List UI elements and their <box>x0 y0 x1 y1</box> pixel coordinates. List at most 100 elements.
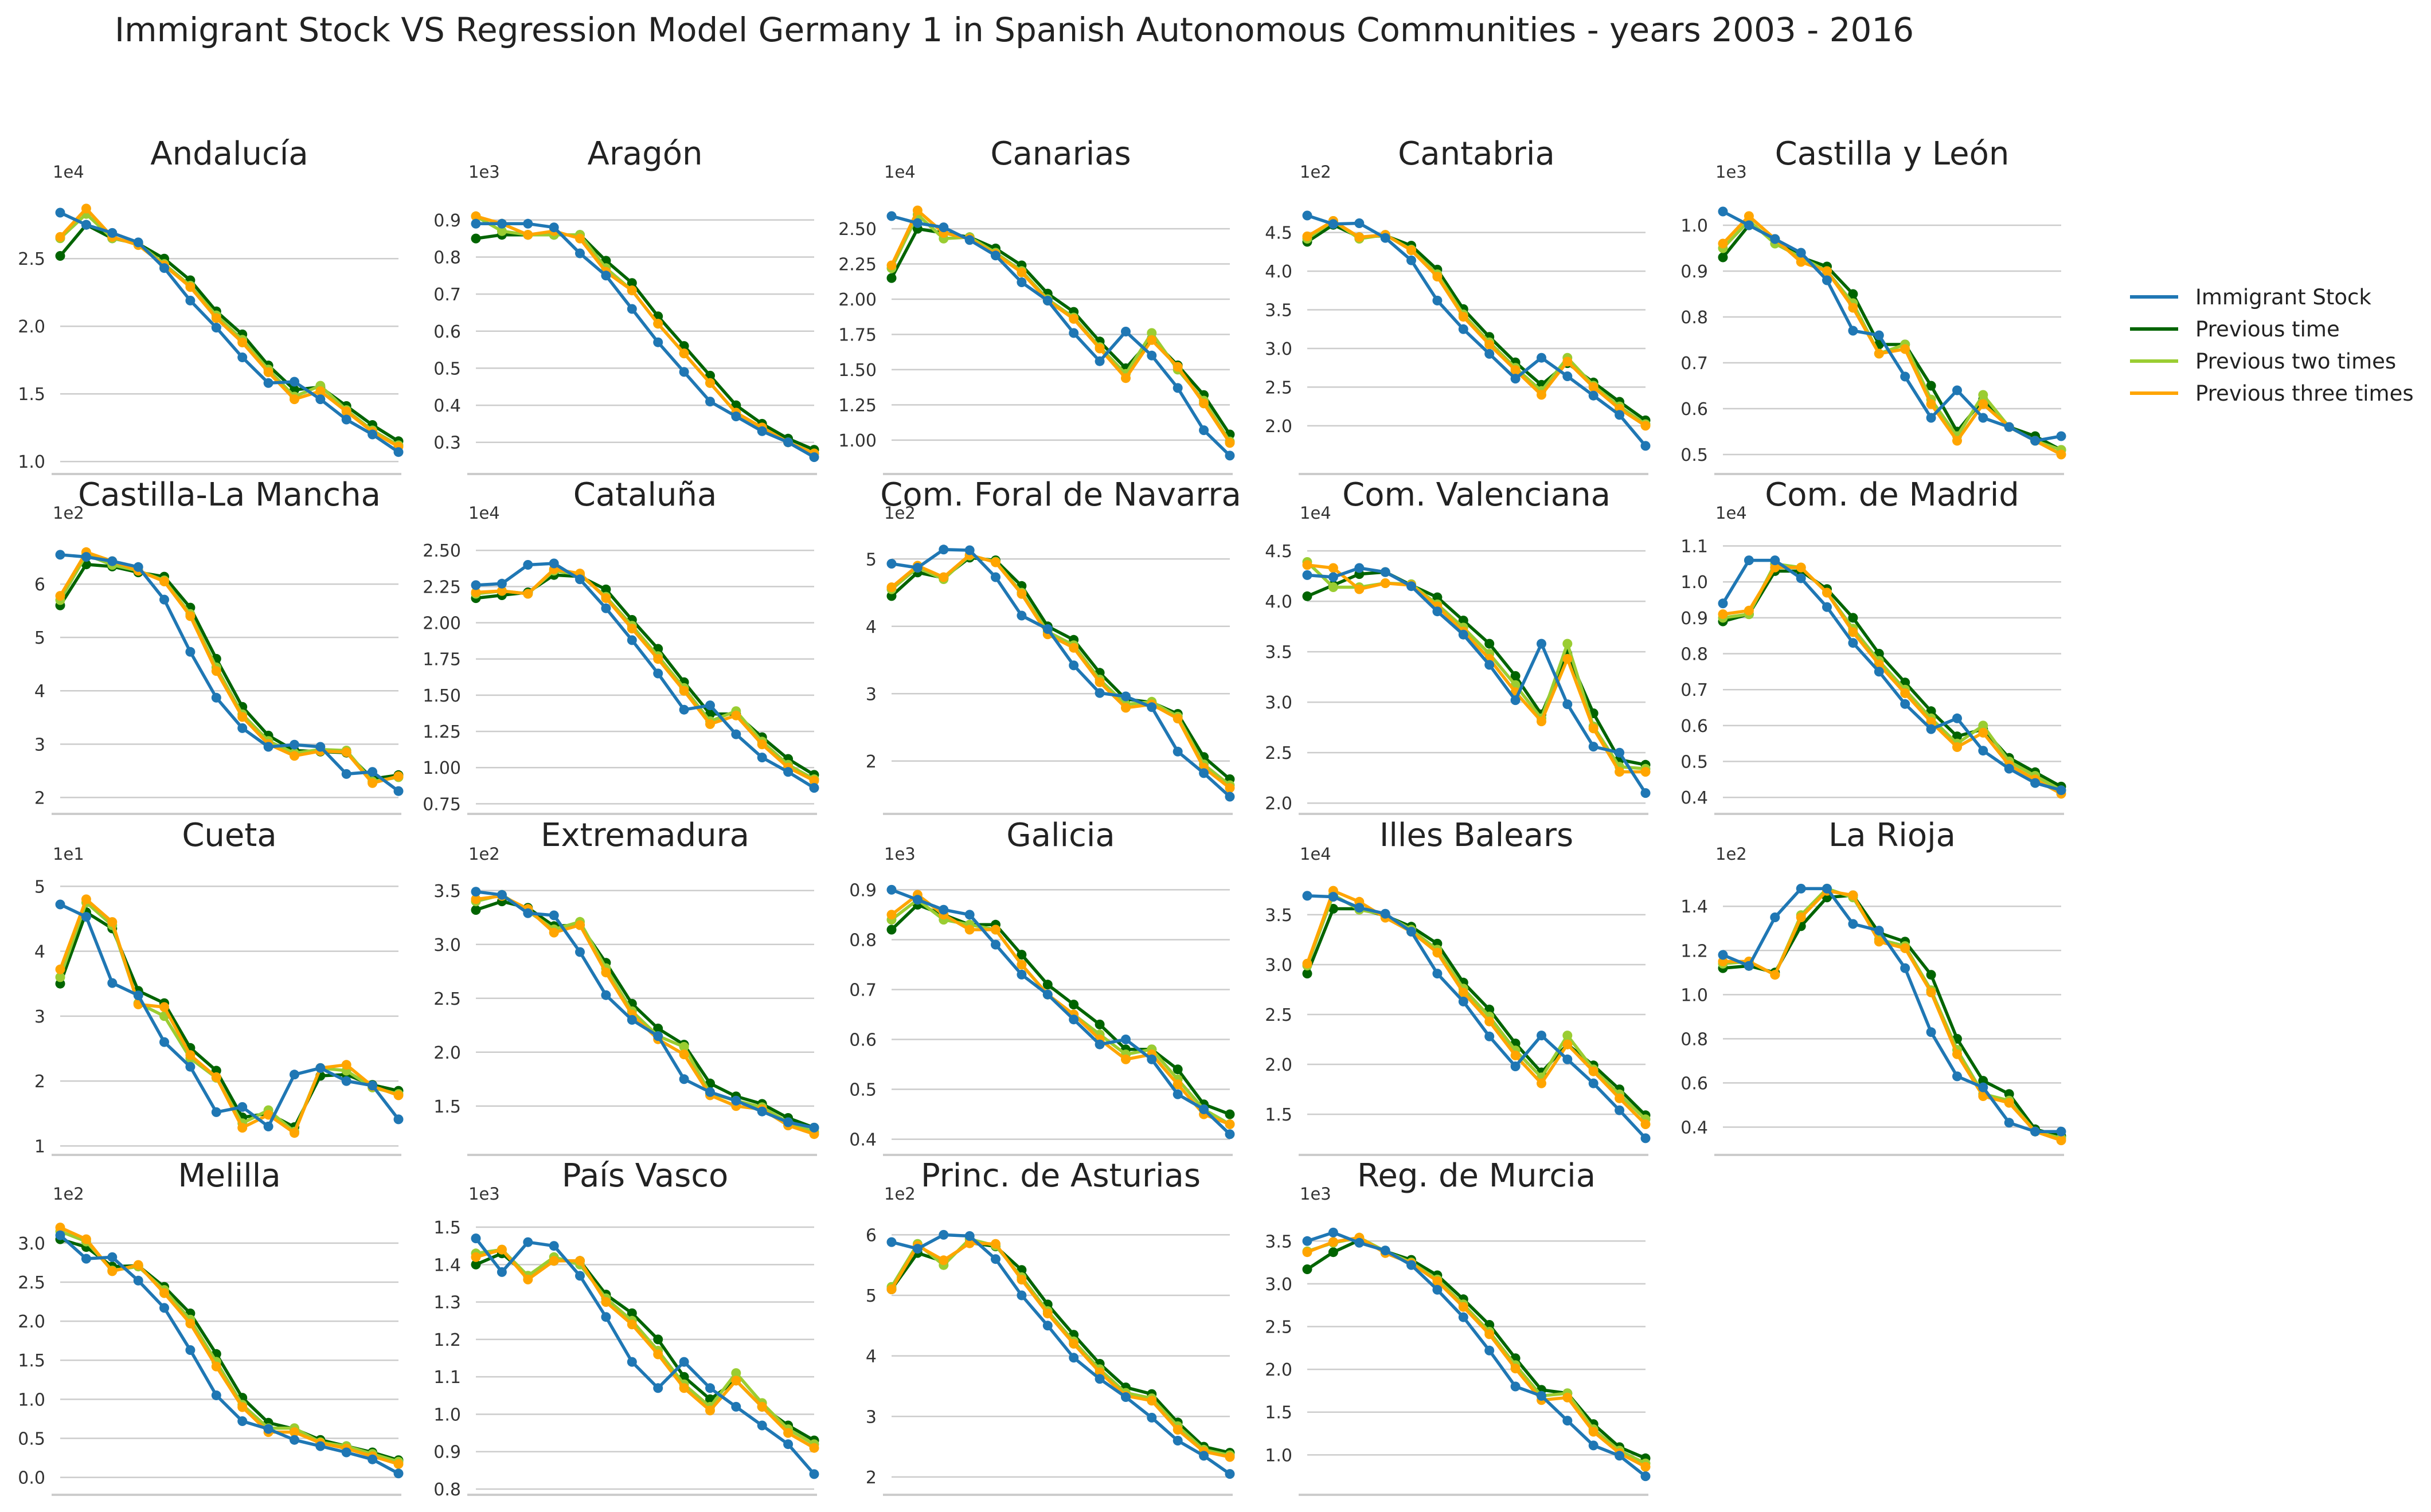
y-tick-label: 0.6 <box>1680 399 1708 420</box>
data-point <box>1328 572 1338 582</box>
data-point <box>2056 449 2066 460</box>
data-point <box>809 783 819 793</box>
data-point <box>601 584 611 594</box>
data-point <box>81 220 91 230</box>
series-line <box>1721 558 2062 792</box>
data-point <box>1978 746 1988 756</box>
data-point <box>1380 908 1390 919</box>
axis-multiplier: 1e4 <box>1300 503 1331 523</box>
data-point <box>55 1230 65 1240</box>
data-point <box>1926 988 1936 997</box>
data-point <box>1121 1035 1131 1044</box>
data-point <box>341 1447 351 1458</box>
data-point <box>627 1014 637 1025</box>
y-tick-label: 3.0 <box>1265 955 1292 976</box>
data-point <box>809 1469 819 1479</box>
data-point <box>679 1383 689 1393</box>
series-line <box>1307 1231 1647 1478</box>
data-point <box>315 1063 326 1073</box>
subplot: Com. de Madrid 1e4 0.4 0.5 0.6 0.7 0.8 0.9 1.0 1.… <box>1680 476 2066 815</box>
data-point <box>290 377 299 387</box>
data-point <box>886 925 897 935</box>
data-point <box>1822 602 1832 612</box>
data-point <box>1225 1109 1235 1119</box>
data-point <box>679 1041 689 1052</box>
data-point <box>705 719 715 729</box>
data-point <box>1406 581 1416 592</box>
data-point <box>1744 961 1754 971</box>
data-point <box>107 1266 118 1276</box>
data-point <box>211 692 221 703</box>
data-point <box>1952 385 1962 395</box>
y-tick-label: 0.6 <box>1680 716 1708 737</box>
data-point <box>1406 927 1416 937</box>
subplot: Reg. de Murcia 1e3 1.0 1.5 2.0 2.5 3.0 3.5 <box>1265 1157 1651 1496</box>
data-point <box>2056 431 2066 441</box>
data-point <box>1718 206 1728 217</box>
data-point <box>1147 350 1157 361</box>
data-point <box>991 925 1000 935</box>
y-tick-label: 0.4 <box>433 396 461 416</box>
data-point <box>1302 1236 1312 1246</box>
data-point <box>1978 399 1988 409</box>
subplot: Canarias 1e4 1.00 1.25 1.50 1.75 2.00 2.25 2.50 <box>838 135 1235 475</box>
data-point <box>107 917 118 927</box>
data-point <box>1615 1093 1625 1103</box>
series-line <box>475 890 815 1130</box>
data-point <box>1770 970 1780 980</box>
y-tick-label: 3.0 <box>1265 693 1292 713</box>
subplot-title: Reg. de Murcia <box>1357 1157 1596 1194</box>
data-point <box>991 250 1000 261</box>
data-point <box>523 218 533 229</box>
data-point <box>575 920 585 930</box>
data-point <box>1017 950 1027 960</box>
data-point <box>1432 295 1443 305</box>
data-point <box>964 910 975 920</box>
data-point <box>1458 312 1468 322</box>
data-point <box>1562 1416 1573 1426</box>
subplot-title: Extremadura <box>541 817 749 854</box>
y-tick-label: 1 <box>34 1137 45 1157</box>
subplot-title: Princ. de Asturias <box>921 1157 1201 1194</box>
data-point <box>1302 210 1312 221</box>
data-point <box>1900 371 1910 382</box>
data-point <box>1562 1031 1573 1041</box>
data-point <box>1537 1031 1546 1041</box>
y-tick-label: 0.7 <box>849 980 877 1000</box>
data-point <box>912 1244 923 1254</box>
data-point <box>1328 219 1338 229</box>
data-point <box>1328 1227 1338 1237</box>
data-point <box>497 890 507 900</box>
data-point <box>939 222 949 233</box>
data-point <box>679 348 689 359</box>
data-point <box>886 1284 897 1294</box>
data-point <box>1744 211 1754 221</box>
y-tick-label: 0.8 <box>433 248 461 268</box>
y-tick-label: 0.8 <box>1680 645 1708 665</box>
data-point <box>81 894 91 904</box>
data-point <box>1640 441 1651 451</box>
data-point <box>55 232 65 242</box>
series-line <box>58 900 399 1134</box>
y-tick-label: 1.0 <box>1265 1446 1292 1466</box>
y-tick-label: 0.5 <box>1680 445 1708 465</box>
data-point <box>809 1122 819 1133</box>
data-point <box>523 589 533 599</box>
data-point <box>1095 688 1105 698</box>
data-point <box>185 1345 196 1355</box>
data-point <box>341 1076 351 1086</box>
subplot-title: Canarias <box>990 135 1131 173</box>
subplot-title: Galicia <box>1006 817 1115 854</box>
data-point <box>731 710 741 720</box>
data-point <box>1588 1066 1598 1076</box>
series-line <box>475 893 815 1134</box>
data-point <box>497 578 507 589</box>
data-point <box>1432 969 1443 979</box>
subplot: Cantabria 1e2 2.0 2.5 3.0 3.5 4.0 4.5 <box>1265 135 1651 475</box>
y-tick-label: 2.00 <box>838 290 877 310</box>
data-point <box>1458 996 1468 1006</box>
y-tick-label: 3.5 <box>1265 906 1292 926</box>
data-point <box>1147 1396 1157 1406</box>
data-point <box>1615 747 1625 758</box>
data-point <box>1302 958 1312 969</box>
